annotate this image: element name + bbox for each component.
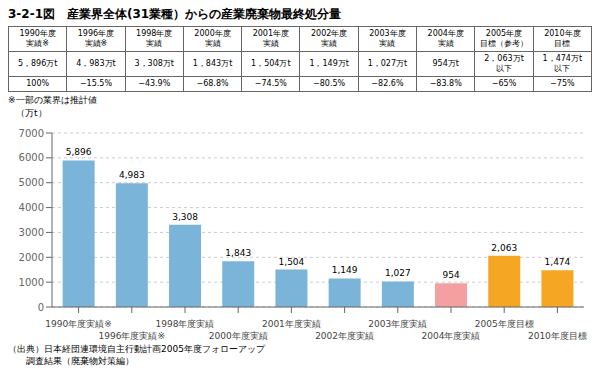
svg-text:2004年度実績: 2004年度実績	[422, 331, 481, 341]
svg-text:1990年度実績※: 1990年度実績※	[45, 319, 111, 329]
svg-text:2002年度実績: 2002年度実績	[315, 331, 374, 341]
svg-text:1998年度実績: 1998年度実績	[156, 319, 215, 329]
html-text:−82.6%: −82.6%	[371, 79, 404, 88]
html-text:2005年度: 2005年度	[485, 29, 523, 38]
html-text:1，504万t: 1，504万t	[251, 59, 291, 68]
html-text:1，149万t: 1，149万t	[309, 59, 349, 68]
svg-text:2005年度目標: 2005年度目標	[475, 319, 534, 329]
html-text:1，474万t: 1，474万t	[542, 54, 583, 63]
svg-text:1000: 1000	[19, 277, 44, 288]
svg-text:1,027: 1,027	[385, 268, 411, 278]
html-text:−65%: −65%	[491, 79, 517, 88]
html-text:−74.5%: −74.5%	[254, 79, 287, 88]
html-text:実績: 実績	[321, 39, 338, 48]
html-text:（万t）: （万t）	[16, 108, 47, 118]
html-text:以下: 以下	[496, 64, 512, 73]
svg-text:2003年度実績: 2003年度実績	[368, 319, 427, 329]
html-text:実績: 実績	[204, 39, 221, 48]
html-text:954万t: 954万t	[432, 59, 459, 68]
html-text:実績※: 実績※	[26, 39, 49, 48]
svg-text:0: 0	[38, 302, 44, 313]
svg-text:5000: 5000	[19, 177, 44, 188]
svg-text:7000: 7000	[19, 128, 44, 139]
html-text:2003年度: 2003年度	[369, 29, 406, 38]
html-text:※一部の業界は推計値: ※一部の業界は推計値	[8, 95, 97, 105]
html-text:1996年度: 1996年度	[77, 29, 115, 38]
html-text:3，308万t: 3，308万t	[134, 59, 174, 68]
html-text:3-2-1図 産業界全体(31業種）からの産業廃棄物最終処分: 3-2-1図 産業界全体(31業種）からの産業廃棄物最終処分量	[8, 7, 342, 21]
svg-text:4000: 4000	[19, 202, 44, 213]
html-text:2004年度: 2004年度	[427, 29, 464, 38]
svg-text:2,063: 2,063	[491, 243, 517, 253]
html-text:1990年度: 1990年度	[19, 29, 56, 38]
html-text:2000年度: 2000年度	[194, 29, 231, 38]
svg-text:2000: 2000	[19, 252, 44, 263]
html-text:（出典）日本経団連環境自主行動計画2005年度フォローアップ: （出典）日本経団連環境自主行動計画2005年度フォローアップ	[8, 344, 265, 354]
html-text:2，063万t: 2，063万t	[484, 54, 524, 63]
html-text:2010年度: 2010年度	[544, 29, 581, 38]
html-text:実績※: 実績※	[84, 39, 108, 48]
svg-text:1,504: 1,504	[279, 257, 305, 267]
html-text:2001年度: 2001年度	[252, 29, 289, 38]
svg-text:2010年度目標: 2010年度目標	[528, 331, 587, 341]
svg-text:1996年度実績※: 1996年度実績※	[99, 331, 165, 341]
html-text:調査結果（廃棄物対策編）: 調査結果（廃棄物対策編）	[8, 356, 134, 366]
html-text:−68.8%: −68.8%	[196, 79, 229, 88]
html-text:5，896万t: 5，896万t	[17, 59, 58, 68]
svg-text:1,843: 1,843	[225, 248, 251, 258]
html-text:1，843万t: 1，843万t	[192, 59, 233, 68]
svg-text:5,896: 5,896	[66, 147, 92, 157]
svg-text:2000年度実績: 2000年度実績	[209, 331, 268, 341]
html-text:実績: 実績	[262, 39, 279, 48]
svg-text:1,474: 1,474	[545, 257, 571, 267]
html-text:4，983万t: 4，983万t	[76, 59, 116, 68]
svg-text:2001年度実績: 2001年度実績	[262, 319, 321, 329]
html-text:−80.5%: −80.5%	[313, 79, 346, 88]
html-text:2002年度: 2002年度	[311, 29, 348, 38]
svg-text:6000: 6000	[19, 152, 44, 163]
html-text:目標: 目標	[554, 39, 571, 48]
html-text:1，027万t: 1，027万t	[367, 59, 408, 68]
html-text:実績: 実績	[379, 39, 396, 48]
svg-text:954: 954	[442, 270, 459, 280]
html-text:目標（参考）: 目標（参考）	[480, 39, 528, 48]
svg-text:3000: 3000	[19, 227, 44, 238]
html-text:−15.5%: −15.5%	[79, 79, 112, 88]
html-text:以下: 以下	[554, 64, 571, 73]
html-text:100%: 100%	[26, 79, 50, 88]
svg-text:4,983: 4,983	[119, 170, 145, 180]
html-text:−83.8%: −83.8%	[429, 79, 462, 88]
html-text:実績: 実績	[146, 39, 163, 48]
svg-text:1,149: 1,149	[332, 265, 358, 275]
html-text:1998年度: 1998年度	[136, 29, 173, 38]
html-text:実績: 実績	[437, 39, 454, 48]
html-text:−43.9%: −43.9%	[138, 79, 171, 88]
html-text:−75%: −75%	[550, 79, 575, 88]
svg-text:3,308: 3,308	[172, 212, 198, 222]
